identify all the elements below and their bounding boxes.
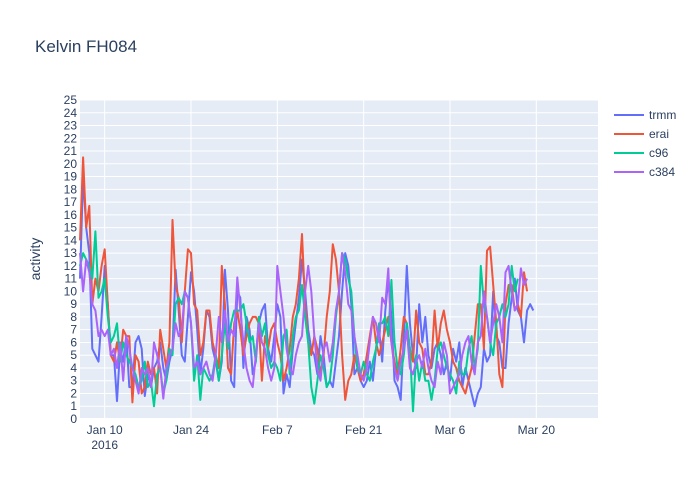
y-axis-label: activity xyxy=(27,238,43,281)
y-tick-label: 14 xyxy=(64,233,78,247)
y-tick-label: 3 xyxy=(70,374,77,388)
y-tick-label: 22 xyxy=(64,131,78,145)
y-tick-label: 7 xyxy=(70,323,77,337)
y-tick-label: 4 xyxy=(70,361,77,375)
y-tick-label: 11 xyxy=(65,272,78,286)
series-lines xyxy=(79,156,535,413)
series-line-c96 xyxy=(79,230,519,413)
y-tick-label: 1 xyxy=(70,399,77,413)
y-tick-label: 2 xyxy=(70,386,77,400)
legend[interactable]: trmm erai c96 c384 xyxy=(614,108,676,179)
y-tick-label: 16 xyxy=(64,208,78,222)
legend-label: erai xyxy=(649,127,669,141)
chart-title: Kelvin FH084 xyxy=(35,37,137,56)
legend-label: c96 xyxy=(649,146,669,160)
y-tick-label: 20 xyxy=(64,157,78,171)
legend-label: c384 xyxy=(649,165,675,179)
x-tick-label: Mar 6 xyxy=(435,423,466,437)
legend-item-trmm[interactable]: trmm xyxy=(614,108,676,122)
y-tick-label: 18 xyxy=(64,182,78,196)
x-tick-sublabel: 2016 xyxy=(91,438,118,452)
legend-item-c384[interactable]: c384 xyxy=(614,165,675,179)
y-axis-ticks: 0123456789101112131415161718192021222324… xyxy=(64,93,78,426)
y-tick-label: 6 xyxy=(70,335,77,349)
legend-label: trmm xyxy=(649,108,676,122)
y-tick-label: 24 xyxy=(64,106,78,120)
y-tick-label: 8 xyxy=(70,310,77,324)
legend-item-erai[interactable]: erai xyxy=(614,127,669,141)
y-tick-label: 10 xyxy=(64,284,78,298)
y-tick-label: 21 xyxy=(64,144,78,158)
y-tick-label: 0 xyxy=(70,412,77,426)
y-tick-label: 19 xyxy=(64,170,78,184)
y-tick-label: 15 xyxy=(64,221,78,235)
x-tick-label: Feb 7 xyxy=(262,423,293,437)
y-tick-label: 25 xyxy=(64,93,78,107)
series-line-c384 xyxy=(79,252,528,400)
y-tick-label: 5 xyxy=(70,348,77,362)
x-tick-label: Mar 20 xyxy=(518,423,556,437)
series-line-trmm xyxy=(79,175,535,408)
y-tick-label: 9 xyxy=(70,297,77,311)
x-tick-label: Feb 21 xyxy=(345,423,383,437)
y-tick-label: 17 xyxy=(64,195,78,209)
x-tick-label: Jan 10 xyxy=(87,423,123,437)
legend-item-c96[interactable]: c96 xyxy=(614,146,669,160)
y-tick-label: 13 xyxy=(64,246,78,260)
x-tick-label: Jan 24 xyxy=(173,423,209,437)
y-tick-label: 23 xyxy=(64,119,78,133)
y-tick-label: 12 xyxy=(64,259,78,273)
series-line-erai xyxy=(79,156,529,404)
